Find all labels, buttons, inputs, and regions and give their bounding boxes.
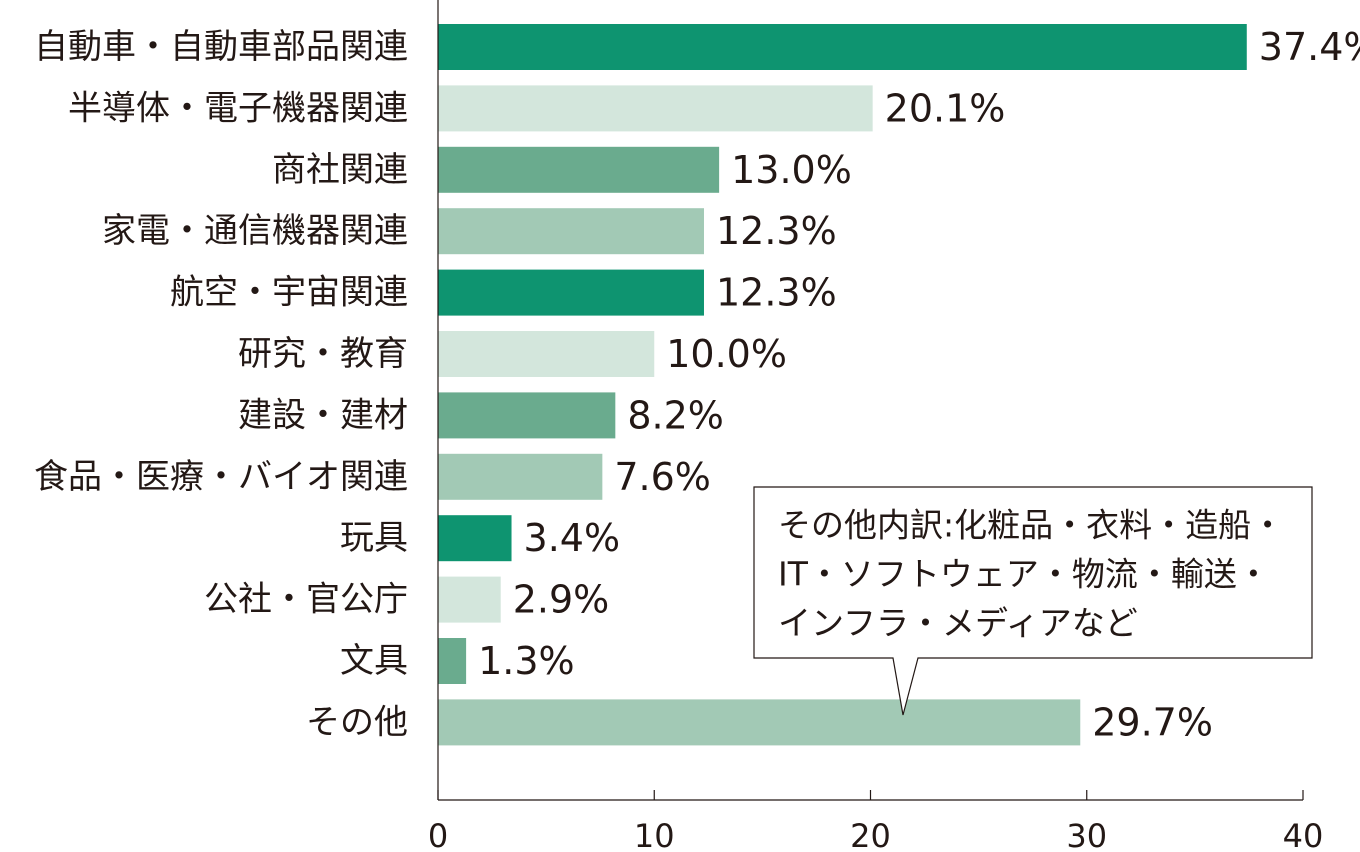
category-label-0: 自動車・自動車部品関連 bbox=[34, 27, 408, 67]
value-label-10: 1.3% bbox=[478, 639, 575, 683]
category-label-10: 文具 bbox=[340, 641, 408, 681]
callout-frame bbox=[753, 486, 1313, 716]
x-tick-label-4: 40 bbox=[1283, 817, 1324, 852]
value-label-1: 20.1% bbox=[885, 86, 1006, 130]
axes-group: 0 10 20 30 40 bbox=[428, 0, 1324, 852]
x-tick-label-1: 10 bbox=[634, 817, 675, 852]
category-label-2: 商社関連 bbox=[272, 150, 408, 190]
value-label-2: 13.0% bbox=[731, 148, 852, 192]
value-label-6: 8.2% bbox=[627, 393, 724, 437]
category-label-4: 航空・宇宙関連 bbox=[170, 273, 408, 313]
x-tick-label-0: 0 bbox=[428, 817, 448, 852]
value-labels-group: 37.4% 20.1% 13.0% 12.3% 12.3% 10.0% 8.2% 7.6% 3.… bbox=[478, 25, 1360, 744]
callout-line-1: IT・ソフトウェア・物流・輸送・ bbox=[778, 555, 1270, 594]
bar-7 bbox=[438, 453, 603, 500]
category-label-6: 建設・建材 bbox=[238, 395, 408, 435]
bar-8 bbox=[438, 515, 512, 562]
category-label-7: 食品・医療・バイオ関連 bbox=[34, 457, 408, 497]
category-label-5: 研究・教育 bbox=[238, 334, 408, 374]
bar-0 bbox=[438, 24, 1247, 70]
callout-line-2: インフラ・メディアなど bbox=[778, 604, 1138, 643]
value-label-11: 29.7% bbox=[1092, 700, 1213, 744]
x-tick-label-3: 30 bbox=[1066, 817, 1107, 852]
value-label-4: 12.3% bbox=[716, 271, 837, 315]
value-label-7: 7.6% bbox=[614, 455, 711, 499]
bar-5 bbox=[438, 331, 655, 377]
bar-4 bbox=[438, 269, 704, 316]
bar-10 bbox=[438, 638, 467, 684]
category-label-11: その他 bbox=[306, 702, 408, 742]
bar-11 bbox=[438, 699, 1081, 746]
category-label-8: 玩具 bbox=[340, 518, 408, 558]
category-labels-group: 自動車・自動車部品関連半導体・電子機器関連商社関連家電・通信機器関連航空・宇宙関… bbox=[34, 27, 408, 742]
value-label-5: 10.0% bbox=[666, 332, 787, 376]
bar-1 bbox=[438, 85, 873, 132]
value-label-9: 2.9% bbox=[513, 578, 610, 622]
category-label-1: 半導体・電子機器関連 bbox=[68, 88, 408, 128]
category-label-3: 家電・通信機器関連 bbox=[102, 211, 408, 251]
callout-line-0: その他内訳:化粧品・衣料・造船・ bbox=[778, 506, 1284, 545]
callout-box: その他内訳:化粧品・衣料・造船・ IT・ソフトウェア・物流・輸送・インフラ・メディ… bbox=[753, 486, 1313, 716]
x-tick-label-2: 20 bbox=[850, 817, 891, 852]
value-label-3: 12.3% bbox=[716, 209, 837, 253]
value-label-0: 37.4% bbox=[1259, 25, 1360, 69]
value-label-8: 3.4% bbox=[524, 516, 621, 560]
bars-group bbox=[438, 24, 1247, 746]
bar-2 bbox=[438, 146, 720, 193]
bar-3 bbox=[438, 208, 704, 255]
category-label-9: 公社・官公庁 bbox=[204, 580, 408, 620]
bar-9 bbox=[438, 576, 501, 623]
bar-6 bbox=[438, 392, 616, 439]
